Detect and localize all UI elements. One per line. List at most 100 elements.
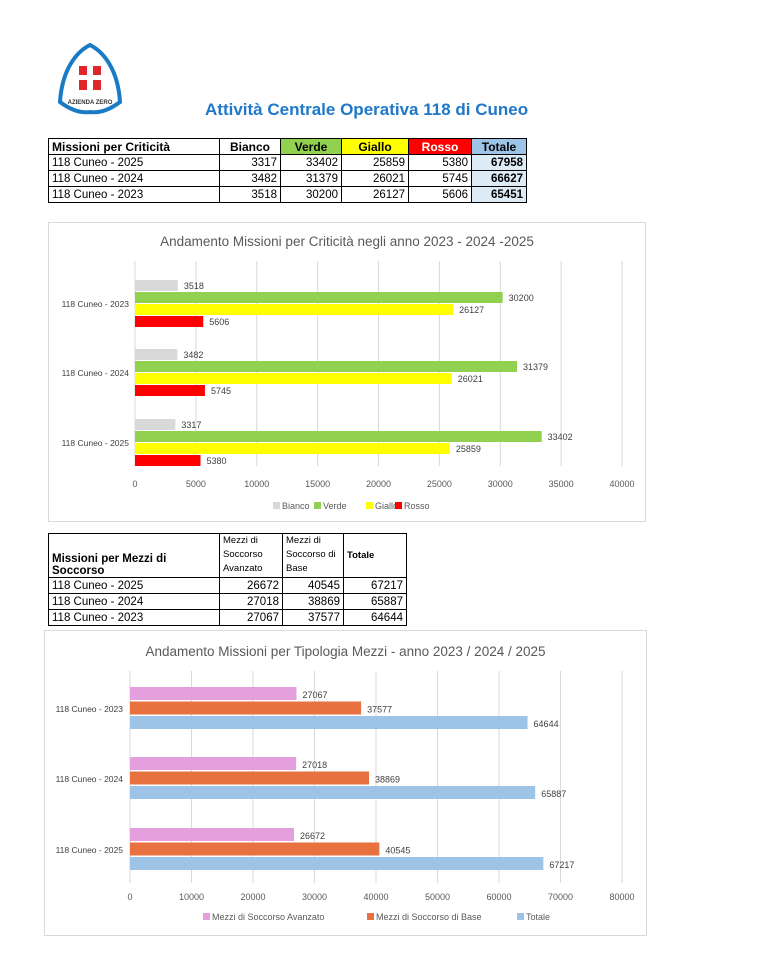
data-label: 67217: [549, 860, 574, 870]
bar-rosso: [135, 455, 201, 466]
data-label: 27018: [302, 760, 327, 770]
header-base: Mezzi di Soccorso di Base: [282, 533, 344, 578]
chart-title: Andamento Missioni per Tipologia Mezzi -…: [146, 644, 546, 659]
azienda-zero-logo: AZIENDA ZERO: [54, 42, 126, 121]
row-label: 118 Cuneo - 2024: [48, 170, 220, 187]
cell: 40545: [282, 577, 344, 594]
bar-mezzi-di-soccorso-di-base: [130, 771, 370, 785]
data-label: 37577: [367, 705, 392, 715]
header-cell: Missioni per Mezzi di Soccorso: [48, 533, 220, 578]
bar-bianco: [135, 280, 178, 291]
chart-title: Andamento Missioni per Criticità negli a…: [160, 234, 534, 249]
mezzi-table: Missioni per Mezzi di Soccorso Mezzi di …: [48, 533, 407, 626]
bar-bianco: [135, 349, 178, 360]
x-tick-label: 40000: [363, 892, 388, 902]
cell: 33402: [280, 154, 342, 171]
x-tick-label: 30000: [302, 892, 327, 902]
chart-mezzi: Andamento Missioni per Tipologia Mezzi -…: [44, 630, 647, 936]
cell: 31379: [280, 170, 342, 187]
table-row: 118 Cuneo - 2024 27018 38869 65887: [48, 593, 407, 610]
x-tick-label: 80000: [609, 892, 634, 902]
x-tick-label: 5000: [186, 479, 206, 489]
x-tick-label: 15000: [305, 479, 330, 489]
data-label: 5606: [209, 317, 229, 327]
bar-verde: [135, 431, 542, 442]
cell: 3482: [219, 170, 281, 187]
bar-mezzi-di-soccorso-avanzato: [130, 757, 297, 770]
legend-swatch: [366, 502, 373, 509]
legend-label: Totale: [526, 912, 550, 922]
legend-label: Mezzi di Soccorso Avanzato: [212, 912, 324, 922]
data-label: 65887: [541, 789, 566, 799]
legend-label: Rosso: [404, 501, 430, 511]
bar-rosso: [135, 385, 205, 396]
header-verde: Verde: [280, 138, 342, 155]
bar-verde: [135, 292, 503, 303]
cell: 26127: [341, 186, 409, 203]
table-row: 118 Cuneo - 2024 3482 31379 26021 5745 66627: [48, 170, 527, 187]
cell: 65887: [343, 593, 407, 610]
cell: 25859: [341, 154, 409, 171]
bar-verde: [135, 361, 518, 372]
cell: 26672: [219, 577, 283, 594]
row-label: 118 Cuneo - 2023: [48, 609, 220, 626]
page-title: Attività Centrale Operativa 118 di Cuneo: [205, 100, 529, 119]
bar-totale: [130, 857, 544, 870]
x-tick-label: 20000: [240, 892, 265, 902]
data-label: 5380: [207, 456, 227, 466]
chart-criticita: Andamento Missioni per Criticità negli a…: [48, 222, 646, 522]
bar-giallo: [135, 304, 454, 315]
cell: 5745: [408, 170, 472, 187]
total-cell: 67958: [471, 154, 527, 171]
data-label: 30200: [509, 293, 534, 303]
legend-swatch: [395, 502, 402, 509]
legend-label: Bianco: [282, 501, 310, 511]
bar-bianco: [135, 419, 176, 430]
data-label: 40545: [385, 846, 410, 856]
cell: 37577: [282, 609, 344, 626]
x-tick-label: 0: [132, 479, 137, 489]
data-label: 3482: [183, 350, 203, 360]
legend-swatch: [367, 913, 374, 920]
legend-swatch: [203, 913, 210, 920]
data-label: 5745: [211, 386, 231, 396]
table-row: 118 Cuneo - 2025 3317 33402 25859 5380 67958: [48, 154, 527, 171]
bar-mezzi-di-soccorso-di-base: [130, 701, 362, 715]
bar-giallo: [135, 443, 450, 454]
bar-totale: [130, 716, 528, 729]
total-cell: 65451: [471, 186, 527, 203]
header-avanzato: Mezzi di Soccorso Avanzato: [219, 533, 283, 578]
bar-totale: [130, 786, 536, 799]
header-cell: Missioni per Criticità: [48, 138, 220, 155]
category-label: 118 Cuneo - 2024: [56, 774, 124, 784]
data-label: 26672: [300, 831, 325, 841]
x-tick-label: 50000: [425, 892, 450, 902]
bar-mezzi-di-soccorso-di-base: [130, 842, 380, 856]
legend-swatch: [314, 502, 321, 509]
header-totale: Totale: [343, 533, 407, 578]
legend-label: Giallo: [375, 501, 398, 511]
x-tick-label: 70000: [548, 892, 573, 902]
row-label: 118 Cuneo - 2025: [48, 154, 220, 171]
cell: 64644: [343, 609, 407, 626]
data-label: 26127: [459, 305, 484, 315]
category-label: 118 Cuneo - 2023: [62, 299, 130, 309]
svg-text:AZIENDA ZERO: AZIENDA ZERO: [68, 100, 113, 106]
legend-swatch: [273, 502, 280, 509]
bar-mezzi-di-soccorso-avanzato: [130, 687, 297, 700]
cell: 27018: [219, 593, 283, 610]
cell: 5380: [408, 154, 472, 171]
data-label: 33402: [548, 432, 573, 442]
table-row: 118 Cuneo - 2025 26672 40545 67217: [48, 577, 407, 594]
total-cell: 66627: [471, 170, 527, 187]
data-label: 27067: [302, 690, 327, 700]
legend-label: Mezzi di Soccorso di Base: [376, 912, 482, 922]
cell: 27067: [219, 609, 283, 626]
bar-rosso: [135, 316, 204, 327]
cell: 38869: [282, 593, 344, 610]
cell: 3518: [219, 186, 281, 203]
cell: 5606: [408, 186, 472, 203]
row-label: 118 Cuneo - 2024: [48, 593, 220, 610]
header-totale: Totale: [471, 138, 527, 155]
data-label: 26021: [458, 374, 483, 384]
